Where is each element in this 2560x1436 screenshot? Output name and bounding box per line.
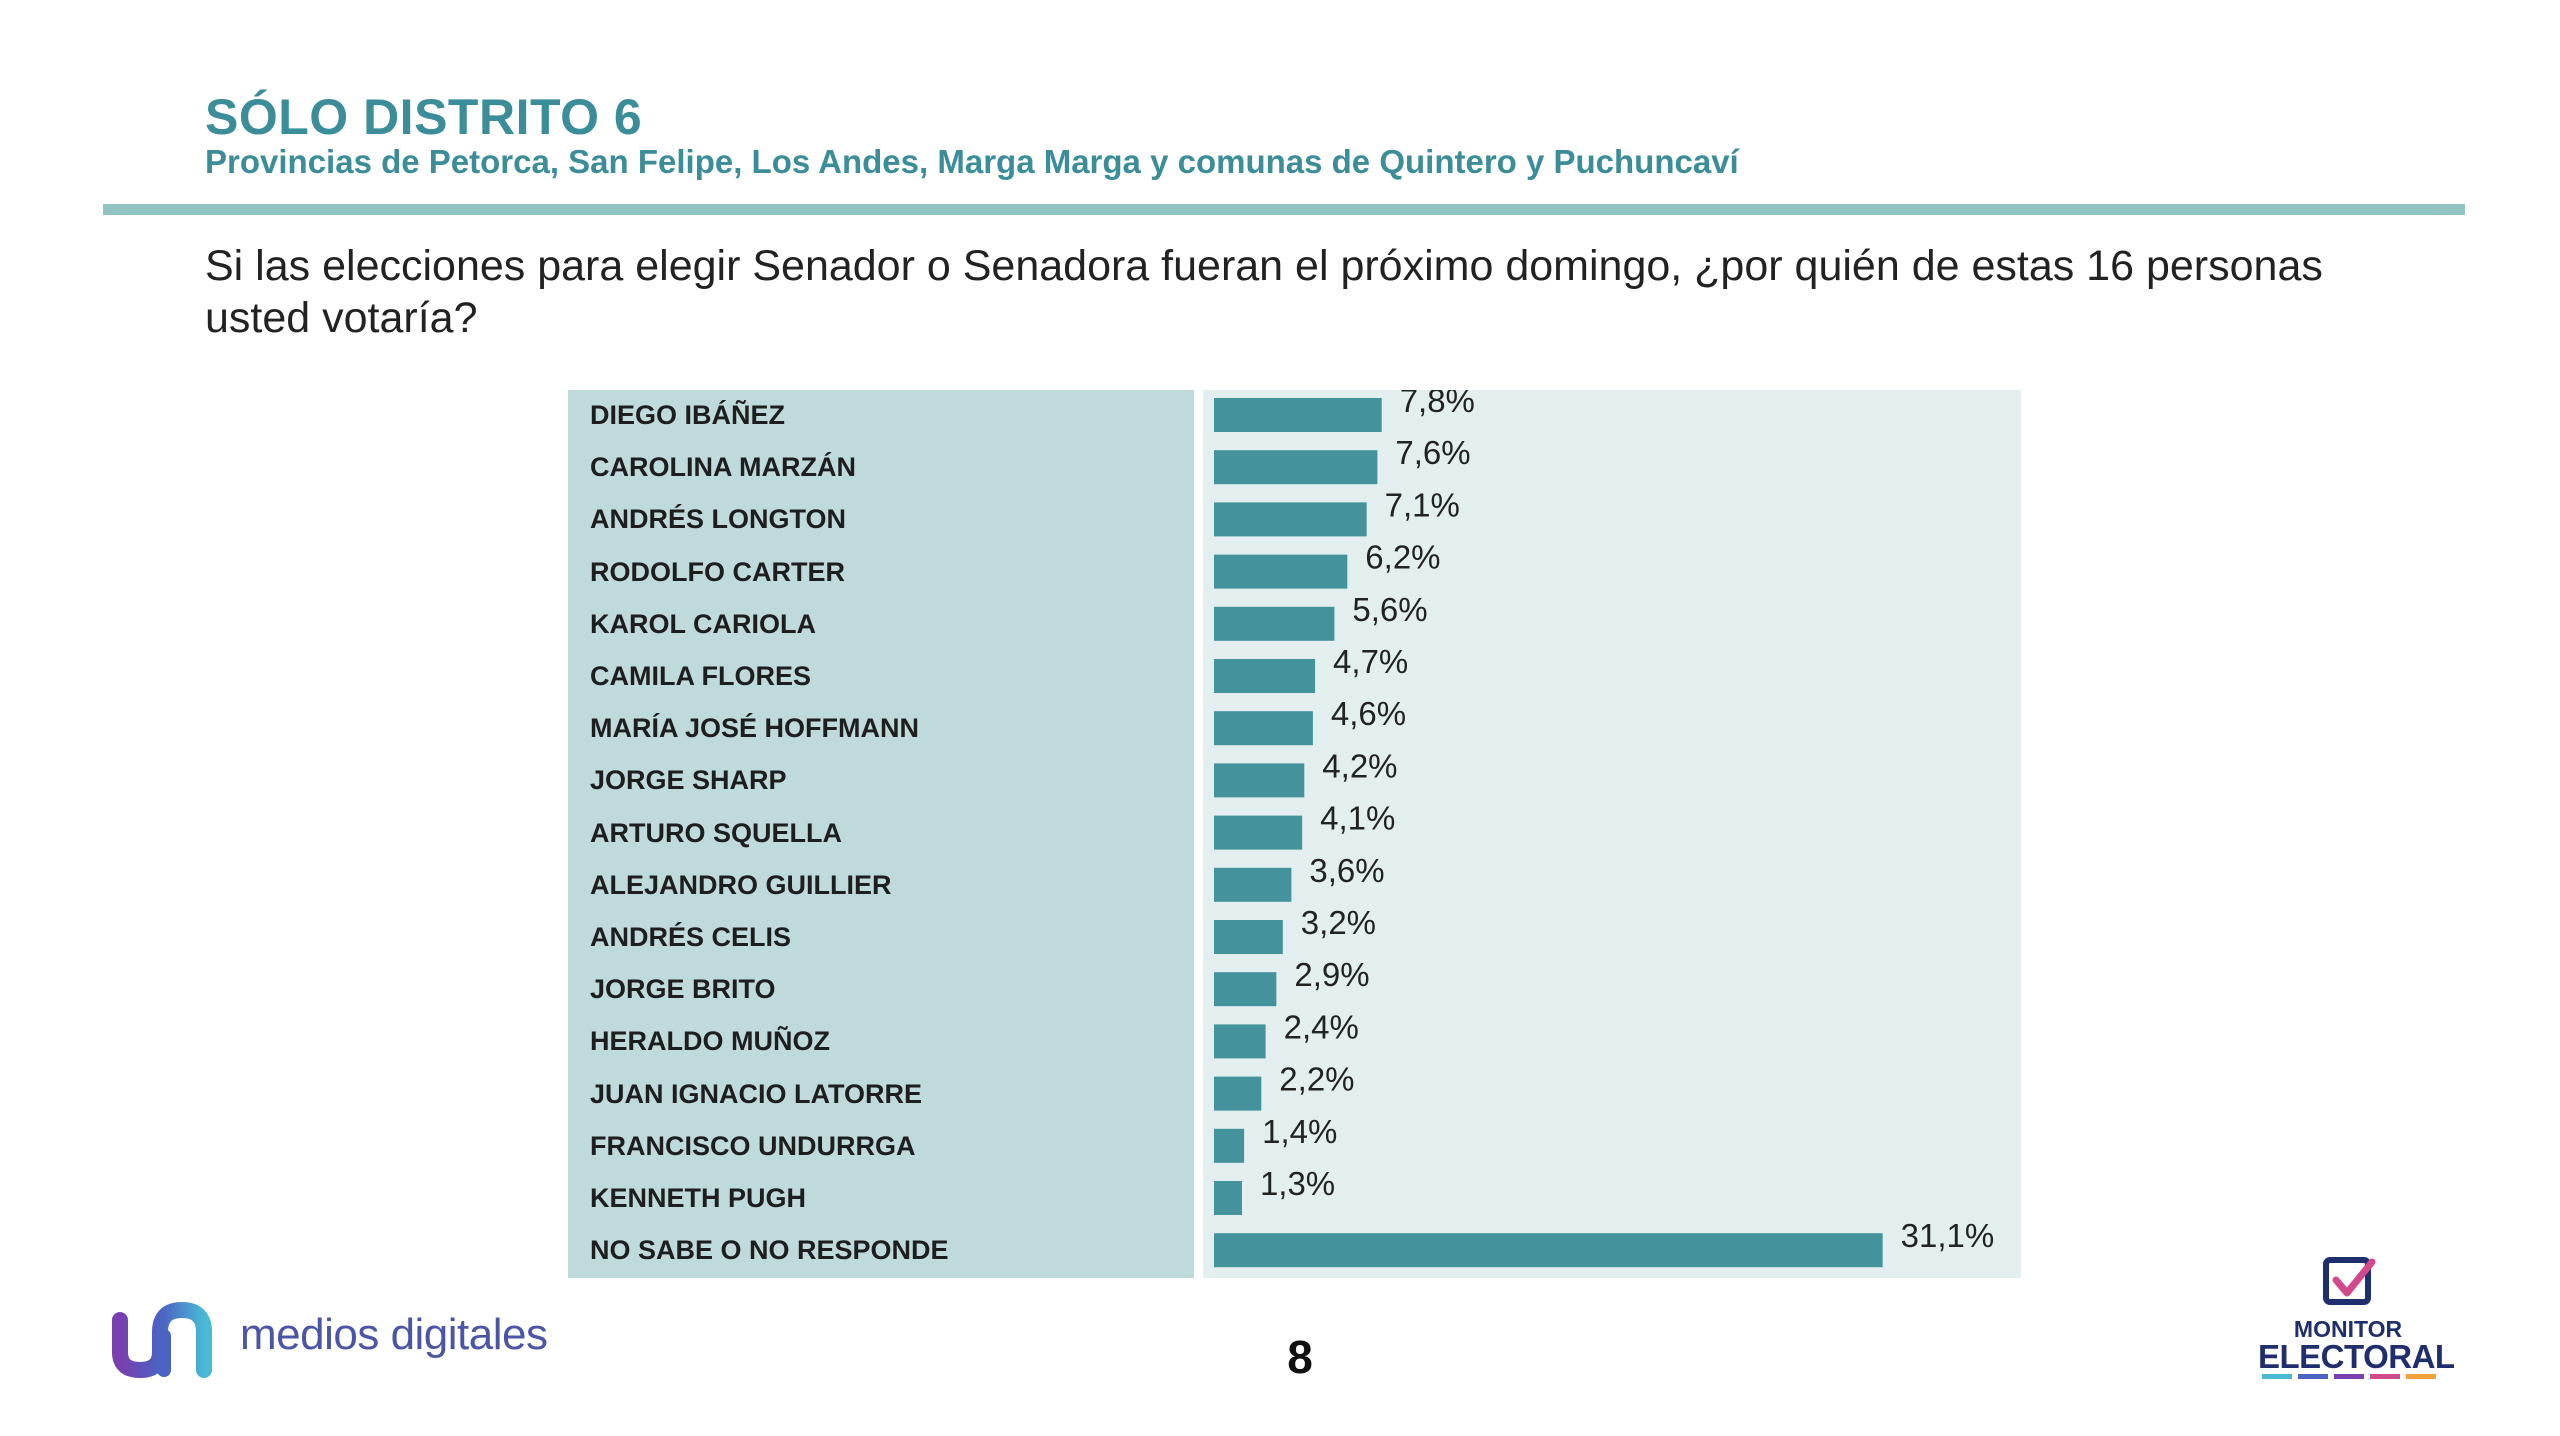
value-label: 4,6% [1331,695,1406,732]
bar [1214,867,1292,902]
category-label: ALEJANDRO GUILLIER [590,869,892,900]
chart-label-panel [568,390,1194,1278]
bar [1214,502,1367,537]
category-label: ARTURO SQUELLA [590,817,842,848]
bar [1214,972,1277,1007]
bar-chart: 7,8% 7,6% 7,1% 6,2% 5,6% 4,7% 4,6% 4,2% 4,1% 3,6%… [1214,390,1995,1268]
value-label: 5,6% [1352,591,1427,628]
bar [1214,1128,1245,1163]
chart-bar-panel [1203,390,2021,1278]
category-label: KAROL CARIOLA [590,608,816,639]
category-label: ANDRÉS LONGTON [590,504,847,535]
value-label: 4,2% [1322,747,1397,784]
monitor-electoral-logo-icon [2323,1257,2376,1305]
category-label: MARÍA JOSÉ HOFFMANN [590,713,919,744]
category-label: ANDRÉS CELIS [590,922,792,952]
bar [1214,398,1382,432]
page-subtitle: Provincias de Petorca, San Felipe, Los A… [205,143,1739,180]
bar [1214,450,1378,485]
value-label: 2,2% [1279,1061,1354,1098]
bar [1214,1024,1266,1059]
value-label: 1,3% [1260,1165,1335,1202]
value-label: 2,9% [1294,956,1369,993]
bar [1214,1233,1883,1268]
bar [1214,659,1316,693]
category-label: DIEGO IBÁÑEZ [590,400,786,430]
page-title: SÓLO DISTRITO 6 [205,89,643,145]
category-label: CAROLINA MARZÁN [590,452,856,483]
category-label: JORGE BRITO [590,974,776,1005]
value-label: 31,1% [1901,1217,1995,1254]
category-label: KENNETH PUGH [590,1183,807,1213]
bar [1214,1181,1242,1215]
value-label: 6,2% [1365,539,1440,576]
category-label: CAMILA FLORES [590,661,811,691]
category-label: JUAN IGNACIO LATORRE [590,1078,923,1109]
value-label: 7,1% [1385,486,1460,523]
header-divider [103,204,2465,215]
medios-digitales-logo-text: medios digitales [240,1310,548,1359]
bar [1214,606,1335,641]
value-label: 1,4% [1262,1113,1337,1150]
value-label: 4,1% [1320,800,1395,837]
value-label: 3,6% [1309,852,1384,889]
bar [1214,815,1303,850]
monitor-electoral-logo-line2: ELECTORAL [2258,1338,2455,1375]
page-number: 8 [1287,1331,1313,1383]
category-label: NO SABE O NO RESPONDE [590,1235,949,1266]
value-label: 2,4% [1284,1008,1359,1045]
bar [1214,554,1348,589]
value-label: 7,8% [1400,390,1475,419]
value-label: 3,2% [1301,904,1376,941]
category-label: HERALDO MUÑOZ [590,1026,830,1057]
bar [1214,711,1313,746]
category-label: JORGE SHARP [590,765,787,796]
value-label: 4,7% [1333,643,1408,680]
category-label: RODOLFO CARTER [590,556,845,587]
monitor-electoral-color-dashes [2262,1374,2436,1379]
survey-question: Si las elecciones para elegir Senador o … [205,242,2323,342]
monitor-electoral-logo-line1: MONITOR [2293,1316,2403,1342]
category-label: FRANCISCO UNDURRGA [590,1130,916,1161]
bar [1214,920,1283,954]
bar [1214,763,1305,798]
medios-digitales-logo-icon [112,1302,212,1378]
bar [1214,1076,1262,1111]
value-label: 7,6% [1395,434,1470,471]
